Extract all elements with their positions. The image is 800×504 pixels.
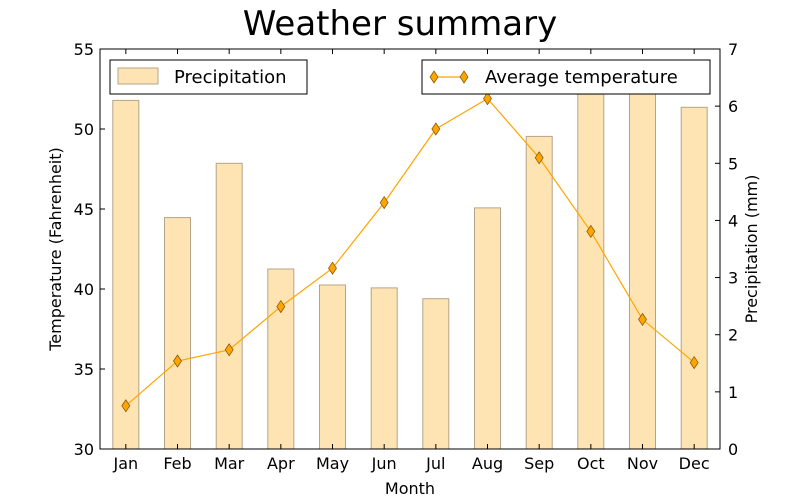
x-tick-label: Apr — [267, 454, 295, 473]
y-right-tick-label: 7 — [728, 40, 738, 59]
x-tick-label: Aug — [472, 454, 503, 473]
point-temperature-mar — [224, 343, 234, 357]
x-tick-label: Jul — [425, 454, 445, 473]
point-temperature-apr — [276, 299, 286, 314]
point-temperature-jan — [121, 399, 131, 413]
legend-temperature: Average temperature — [421, 59, 711, 95]
y-right-tick-label: 4 — [728, 211, 738, 230]
plot-frame — [99, 48, 721, 450]
y-right-tick-label: 3 — [728, 269, 738, 288]
bars-layer — [112, 88, 708, 450]
x-tick-label: May — [316, 454, 349, 473]
bar-precipitation-jun — [370, 287, 398, 450]
y-right-tick-label: 2 — [728, 326, 738, 345]
point-temperature-oct — [586, 224, 596, 239]
line-layer — [121, 91, 699, 413]
x-axis-label: Month — [385, 479, 435, 498]
x-tick-label: Jun — [371, 454, 397, 473]
y-axis-left-label: Temperature (Fahrenheit) — [46, 147, 65, 352]
y-left-tick-label: 35 — [74, 360, 94, 379]
y-left-tick-label: 40 — [74, 280, 94, 299]
legend-precipitation: Precipitation — [109, 59, 308, 95]
chart-title: Weather summary — [243, 4, 557, 44]
x-tick-label: Dec — [679, 454, 710, 473]
legend-temperature-frame — [421, 59, 711, 95]
bar-precipitation-mar — [215, 162, 243, 450]
x-tick-label: Nov — [627, 454, 658, 473]
y-right-tick-label: 5 — [728, 154, 738, 173]
legend-precipitation-swatch — [117, 67, 159, 85]
y-left-tick-label: 45 — [74, 200, 94, 219]
y-left-tick-label: 55 — [74, 40, 94, 59]
legend-precipitation-label: Precipitation — [174, 67, 287, 88]
x-tick-label: Oct — [577, 454, 605, 473]
bar-precipitation-nov — [629, 88, 656, 450]
x-tick-label: Feb — [163, 454, 191, 473]
bar-precipitation-feb — [164, 217, 191, 450]
bar-precipitation-may — [319, 284, 346, 450]
y-right-tick-label: 6 — [728, 97, 738, 116]
point-temperature-jun — [379, 195, 389, 210]
line-average-temperature — [125, 97, 695, 407]
y-right-tick-label: 0 — [728, 440, 738, 459]
point-temperature-jul — [431, 122, 441, 136]
point-temperature-aug — [483, 91, 492, 106]
bar-precipitation-jul — [422, 298, 450, 450]
point-temperature-feb — [173, 354, 182, 368]
x-tick-label: Sep — [524, 454, 554, 473]
point-temperature-dec — [689, 355, 699, 370]
bar-precipitation-aug — [474, 207, 501, 450]
legend-temperature-marker — [429, 70, 439, 84]
point-temperature-nov — [638, 312, 647, 327]
bar-precipitation-dec — [680, 106, 708, 450]
legend-temperature-label: Average temperature — [485, 67, 678, 88]
bar-precipitation-jan — [112, 99, 140, 450]
y-right-tick-label: 1 — [728, 383, 738, 402]
point-temperature-may — [328, 261, 337, 275]
y-left-tick-label: 30 — [74, 440, 94, 459]
y-axis-right-label: Precipitation (mm) — [742, 175, 761, 324]
axes-layer: Jan Feb Mar Apr May Jun Jul Aug Sep Oct Nov Dec3035… — [74, 40, 739, 473]
x-tick-label: Jan — [112, 454, 138, 473]
x-tick-label: Mar — [214, 454, 245, 473]
bar-precipitation-apr — [267, 268, 295, 450]
y-left-tick-label: 50 — [74, 120, 94, 139]
bar-precipitation-sep — [525, 135, 553, 450]
legend-temperature-marker — [459, 70, 469, 84]
point-temperature-sep — [534, 151, 544, 165]
bar-precipitation-oct — [577, 93, 605, 450]
